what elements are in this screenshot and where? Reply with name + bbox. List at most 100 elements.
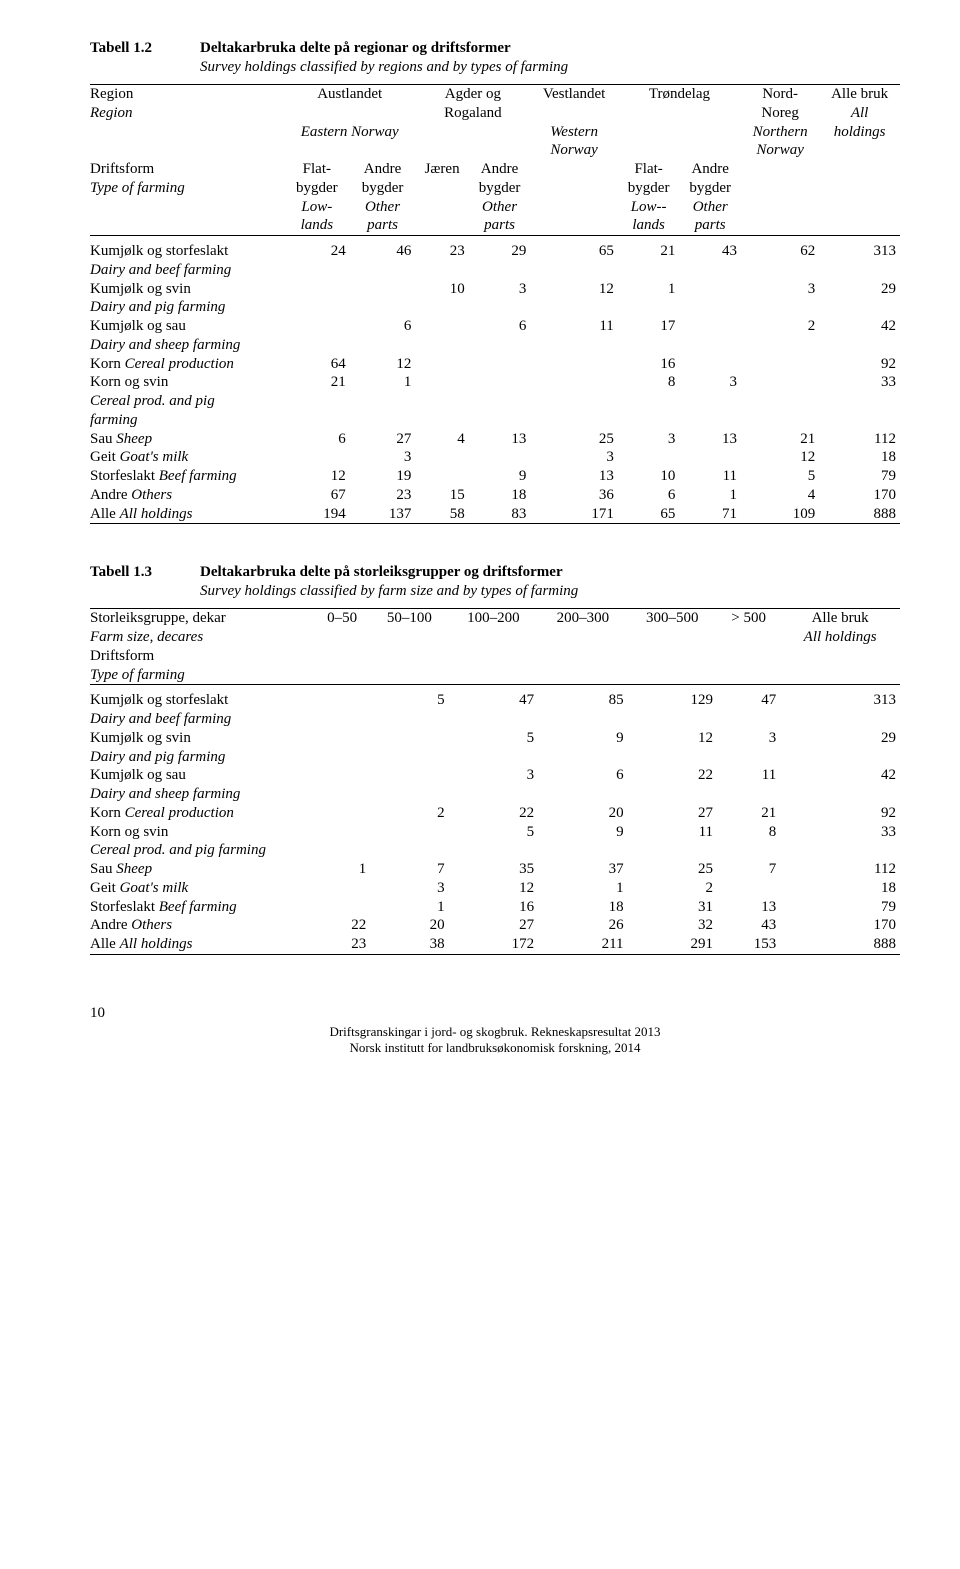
table-row: Geit Goat's milk331218	[90, 448, 900, 467]
table-row: Storfeslakt Beef farming11618311379	[90, 898, 900, 917]
table-row: Kumjølk og sau36221142	[90, 766, 900, 785]
cell	[469, 373, 531, 392]
row-label: Kumjølk og storfeslakt	[90, 242, 284, 261]
table-row: Andre Others6723151836614170	[90, 486, 900, 505]
cell: 79	[780, 898, 900, 917]
cell: 33	[819, 373, 900, 392]
cell	[717, 879, 780, 898]
cell	[415, 355, 468, 374]
table-row-sub: Dairy and sheep farming	[90, 785, 900, 804]
cell: 6	[350, 317, 416, 336]
table-row-sub: Cereal prod. and pig farming	[90, 841, 900, 860]
cell: 65	[530, 242, 617, 261]
col-all: All	[819, 104, 900, 123]
cell: 153	[717, 935, 780, 954]
table-row: Sau Sheep6274132531321112	[90, 430, 900, 449]
col-noreg: Noreg	[741, 104, 819, 123]
cell: 17	[618, 317, 680, 336]
cell: 7	[717, 860, 780, 879]
cell: 43	[679, 242, 741, 261]
cell: 26	[538, 916, 627, 935]
cell: 129	[628, 691, 717, 710]
cell: 112	[780, 860, 900, 879]
cell: 7	[370, 860, 448, 879]
table-row: Alle All holdings19413758831716571109888	[90, 505, 900, 524]
cell: 21	[741, 430, 819, 449]
cell: 29	[819, 280, 900, 299]
row-label: Andre Others	[90, 916, 314, 935]
cell: 888	[780, 935, 900, 954]
table-row: Kumjølk og svin103121329	[90, 280, 900, 299]
table-row: Kumjølk og storfeslakt5478512947313	[90, 691, 900, 710]
row-label: Sau Sheep	[90, 860, 314, 879]
row-label: Korn og svin	[90, 373, 284, 392]
cell: 211	[538, 935, 627, 954]
table-row: Kumjølk og storfeslakt244623296521436231…	[90, 242, 900, 261]
cell: 171	[530, 505, 617, 524]
footer-line-2: Norsk institutt for landbruksøkonomisk f…	[90, 1040, 900, 1056]
cell: 21	[284, 373, 350, 392]
cell: 2	[370, 804, 448, 823]
cell: 13	[469, 430, 531, 449]
row-label: Kumjølk og storfeslakt	[90, 691, 314, 710]
col-alle: Alle bruk	[819, 85, 900, 104]
table-row: Korn Cereal production22220272192	[90, 804, 900, 823]
row-label-sub: Dairy and sheep farming	[90, 336, 900, 355]
cell	[284, 317, 350, 336]
cell: 3	[530, 448, 617, 467]
cell	[415, 448, 468, 467]
cell: 27	[628, 804, 717, 823]
col-nord: Nord-	[741, 85, 819, 104]
cell: 92	[780, 804, 900, 823]
col-driftsform: Driftsform	[90, 160, 284, 179]
cell	[415, 373, 468, 392]
cell: 313	[819, 242, 900, 261]
row-label-sub: Dairy and beef farming	[90, 261, 900, 280]
row-label: Geit Goat's milk	[90, 879, 314, 898]
cell: 13	[530, 467, 617, 486]
table-1-2-grid: Region Austlandet Agder og Vestlandet Tr…	[90, 84, 900, 524]
cell: 21	[618, 242, 680, 261]
cell: 46	[350, 242, 416, 261]
cell: 3	[618, 430, 680, 449]
cell: 313	[780, 691, 900, 710]
cell: 42	[819, 317, 900, 336]
cell: 32	[628, 916, 717, 935]
col-northern: Northern	[741, 123, 819, 142]
cell: 11	[679, 467, 741, 486]
cell: 2	[741, 317, 819, 336]
row-label-sub: Dairy and sheep farming	[90, 785, 900, 804]
table-row: Kumjølk og svin5912329	[90, 729, 900, 748]
cell: 27	[449, 916, 538, 935]
cell: 12	[628, 729, 717, 748]
cell: 12	[530, 280, 617, 299]
cell: 23	[350, 486, 416, 505]
cell: 5	[449, 823, 538, 842]
page-footer: 10 Driftsgranskingar i jord- og skogbruk…	[90, 1005, 900, 1056]
cell: 83	[469, 505, 531, 524]
cell: 137	[350, 505, 416, 524]
cell: 22	[628, 766, 717, 785]
cell: 25	[530, 430, 617, 449]
row-label-sub: Dairy and pig farming	[90, 748, 900, 767]
table-row: Korn og svin2118333	[90, 373, 900, 392]
table-title: Deltakarbruka delte på storleiksgrupper …	[200, 564, 563, 581]
table-row: Korn og svin5911833	[90, 823, 900, 842]
cell: 8	[618, 373, 680, 392]
cell: 31	[628, 898, 717, 917]
cell: 1	[618, 280, 680, 299]
cell: 16	[449, 898, 538, 917]
row-label-sub: Cereal prod. and pig	[90, 392, 900, 411]
cell: 38	[370, 935, 448, 954]
cell: 35	[449, 860, 538, 879]
cell	[679, 317, 741, 336]
row-label: Alle All holdings	[90, 935, 314, 954]
cell: 5	[741, 467, 819, 486]
cell: 15	[415, 486, 468, 505]
cell: 11	[530, 317, 617, 336]
row-label: Andre Others	[90, 486, 284, 505]
cell: 10	[415, 280, 468, 299]
cell	[469, 355, 531, 374]
cell	[741, 373, 819, 392]
cell: 3	[679, 373, 741, 392]
